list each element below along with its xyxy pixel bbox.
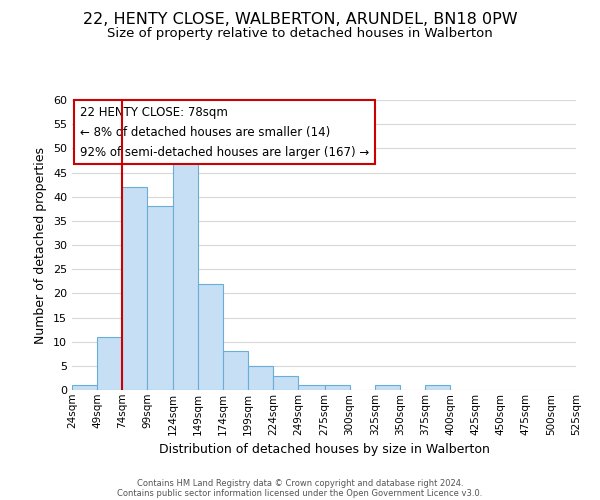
Bar: [198, 284, 223, 390]
Bar: [298, 385, 325, 390]
Bar: [375, 385, 400, 390]
Y-axis label: Number of detached properties: Number of detached properties: [34, 146, 47, 344]
Bar: [173, 163, 198, 390]
Bar: [273, 376, 298, 390]
Bar: [248, 366, 273, 390]
Text: 22, HENTY CLOSE, WALBERTON, ARUNDEL, BN18 0PW: 22, HENTY CLOSE, WALBERTON, ARUNDEL, BN1…: [83, 12, 517, 28]
Bar: [325, 385, 350, 390]
Bar: [425, 385, 450, 390]
Text: Size of property relative to detached houses in Walberton: Size of property relative to detached ho…: [107, 28, 493, 40]
Bar: [72, 385, 97, 390]
Text: 22 HENTY CLOSE: 78sqm
← 8% of detached houses are smaller (14)
92% of semi-detac: 22 HENTY CLOSE: 78sqm ← 8% of detached h…: [80, 106, 370, 158]
Bar: [97, 337, 122, 390]
Bar: [122, 187, 148, 390]
X-axis label: Distribution of detached houses by size in Walberton: Distribution of detached houses by size …: [158, 443, 490, 456]
Bar: [148, 206, 173, 390]
Text: Contains public sector information licensed under the Open Government Licence v3: Contains public sector information licen…: [118, 488, 482, 498]
Text: Contains HM Land Registry data © Crown copyright and database right 2024.: Contains HM Land Registry data © Crown c…: [137, 478, 463, 488]
Bar: [223, 352, 248, 390]
